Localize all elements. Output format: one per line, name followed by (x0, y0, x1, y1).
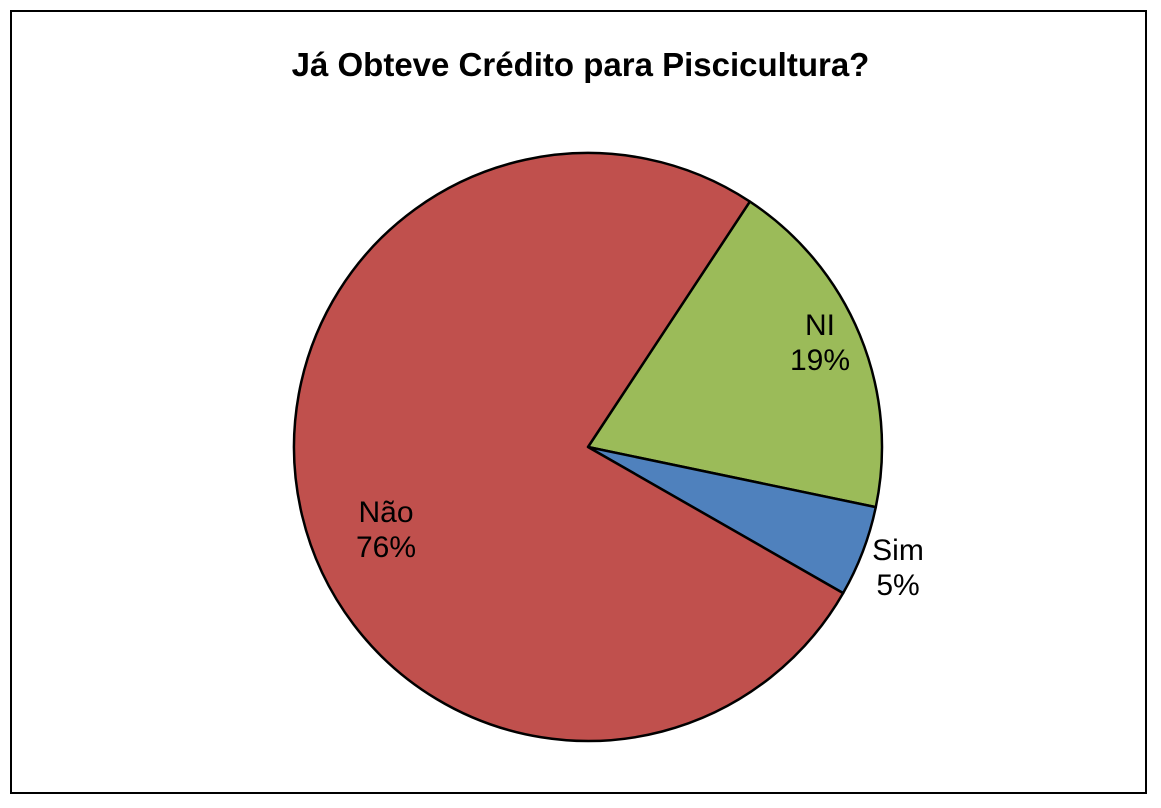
pie-slice-ni (586, 200, 884, 509)
chart-frame: Já Obteve Crédito para Piscicultura? NI 1… (10, 10, 1147, 794)
pie-slice-nao (292, 151, 845, 743)
slice-label-ni: NI 19% (790, 309, 850, 377)
chart-title: Já Obteve Crédito para Piscicultura? (291, 46, 870, 83)
slice-label-percent-sim: 5% (876, 569, 919, 602)
slice-label-name-sim: Sim (872, 534, 924, 567)
slice-label-nao: Não 76% (356, 496, 416, 564)
slice-label-percent-nao: 76% (356, 531, 416, 564)
slice-label-percent-ni: 19% (790, 344, 850, 377)
pie-chart: NI 19% Sim 5% Não 76% (292, 151, 924, 743)
slice-label-name-ni: NI (805, 309, 835, 342)
slice-label-sim: Sim 5% (872, 534, 924, 602)
slice-label-name-nao: Não (358, 496, 413, 529)
